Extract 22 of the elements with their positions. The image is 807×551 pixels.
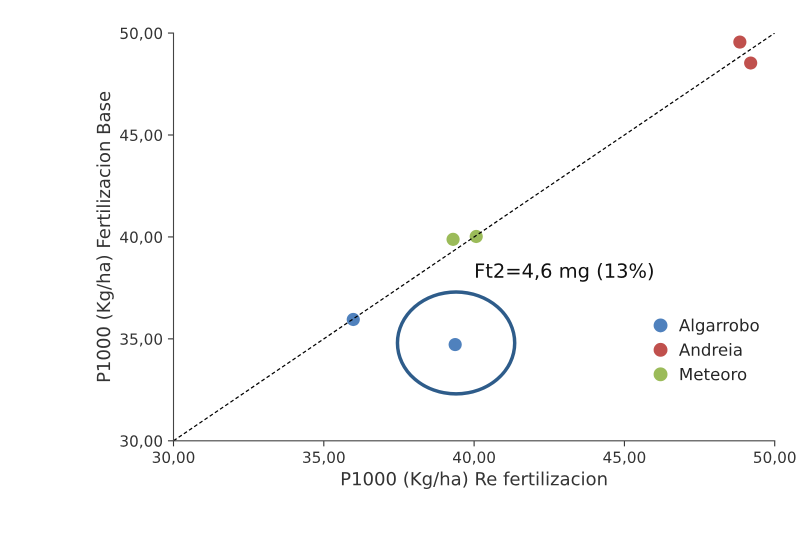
point: [346, 312, 360, 326]
point: [744, 56, 758, 70]
y-tick-label: 50,00: [120, 28, 162, 41]
x-tick-label: 30,00: [152, 451, 194, 465]
x-tick-label: 50,00: [754, 451, 796, 465]
point: [448, 338, 462, 352]
x-axis-title: P1000 (Kg/ha) Re fertilizacion: [342, 472, 607, 490]
y-tick-label: 30,00: [120, 435, 162, 448]
legend-label: Algarrobo: [679, 318, 759, 335]
legend-label: Andreia: [679, 343, 742, 356]
x-tick-label: 40,00: [452, 451, 495, 465]
y-tick-label: 35,00: [120, 333, 162, 346]
x-tick-label: 45,00: [603, 451, 646, 465]
x-tick-label: 35,00: [303, 451, 345, 465]
point: [470, 230, 483, 244]
point: [446, 232, 460, 246]
annotation: Ft2=4,6 mg (13%): [476, 262, 653, 282]
y-axis-title: P1000 (Kg/ha) Fertilizacion Base: [96, 92, 114, 382]
legend-label: Meteoro: [680, 368, 746, 380]
y-tick-label: 40,00: [120, 231, 162, 245]
y-tick-label: 45,00: [120, 129, 162, 143]
point: [733, 35, 746, 49]
